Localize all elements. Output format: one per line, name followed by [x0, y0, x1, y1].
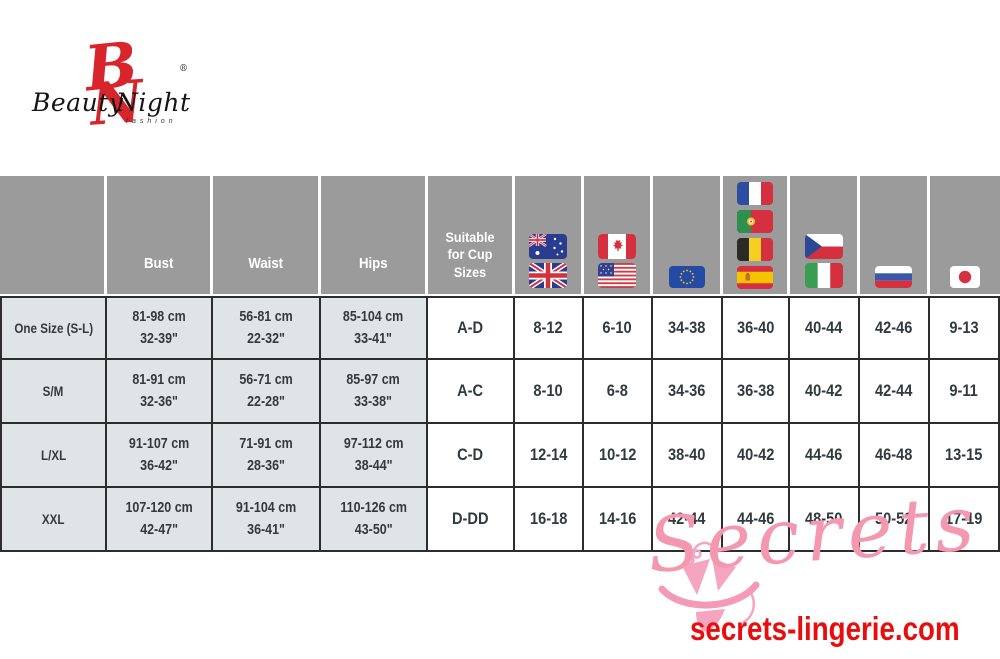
canada-flag-icon [598, 234, 636, 259]
russia-flag-icon [875, 266, 912, 288]
logo-word-beauty: Beauty [32, 88, 124, 117]
portugal-flag-icon [737, 210, 773, 233]
size-cell: S/M [0, 360, 107, 424]
eu-size-cell: 34-38 [653, 296, 723, 360]
ru-size-cell: 50-52 [860, 488, 930, 552]
ca-us-size-cell: 6-10 [584, 296, 653, 360]
header-cz-it-sizes [790, 176, 860, 296]
ru-size-cell: 46-48 [860, 424, 930, 488]
cup-size-cell: A-C [428, 360, 515, 424]
header-waist: Waist [213, 176, 321, 296]
bust-cell: 91-107 cm 36-42" [107, 424, 213, 488]
jp-size-cell: 9-11 [930, 360, 1000, 424]
ca-us-size-cell: 14-16 [584, 488, 653, 552]
header-fr-pt-be-es-sizes [723, 176, 790, 296]
waist-cell: 56-71 cm 22-28" [213, 360, 321, 424]
ca-us-size-cell: 6-8 [584, 360, 653, 424]
australia-flag-icon [529, 234, 567, 259]
cz-it-size-cell: 40-44 [790, 296, 860, 360]
hips-cell: 97-112 cm 38-44" [321, 424, 428, 488]
header-eu-sizes [653, 176, 723, 296]
header-size [0, 176, 107, 296]
fr-pt-be-es-size-cell: 44-46 [723, 488, 790, 552]
bikini-icon [652, 532, 767, 642]
beauty-night-logo: B N Beauty Night ® fashion [30, 27, 205, 142]
cup-size-cell: C-D [428, 424, 515, 488]
belgium-flag-icon [737, 238, 773, 261]
au-uk-size-cell: 16-18 [515, 488, 584, 552]
cz-it-size-cell: 40-42 [790, 360, 860, 424]
fr-pt-be-es-size-cell: 36-38 [723, 360, 790, 424]
cup-size-cell: A-D [428, 296, 515, 360]
hips-cell: 110-126 cm 43-50" [321, 488, 428, 552]
japan-flag-icon [950, 266, 980, 288]
jp-size-cell: 9-13 [930, 296, 1000, 360]
size-table: Bust Waist Hips Suitable for Cup Sizes [0, 176, 1000, 552]
ru-size-cell: 42-44 [860, 360, 930, 424]
jp-size-cell: 17-19 [930, 488, 1000, 552]
waist-cell: 71-91 cm 28-36" [213, 424, 321, 488]
size-cell: L/XL [0, 424, 107, 488]
jp-size-cell: 13-15 [930, 424, 1000, 488]
eu-flag-icon [668, 266, 705, 288]
registered-trademark-symbol: ® [179, 64, 188, 74]
site-url-text: secrets-lingerie.com [690, 610, 960, 647]
fr-pt-be-es-size-cell: 36-40 [723, 296, 790, 360]
header-jp-sizes [930, 176, 1000, 296]
eu-size-cell: 34-36 [653, 360, 723, 424]
ca-us-size-cell: 10-12 [584, 424, 653, 488]
bust-cell: 107-120 cm 42-47" [107, 488, 213, 552]
au-uk-size-cell: 8-10 [515, 360, 584, 424]
header-bust: Bust [107, 176, 213, 296]
spain-flag-icon [737, 266, 773, 289]
header-ru-sizes [860, 176, 930, 296]
italy-flag-icon [804, 263, 843, 288]
waist-cell: 56-81 cm 22-32" [213, 296, 321, 360]
ru-size-cell: 42-46 [860, 296, 930, 360]
hips-cell: 85-104 cm 33-41" [321, 296, 428, 360]
header-ca-us-sizes [584, 176, 653, 296]
header-cup-sizes: Suitable for Cup Sizes [428, 176, 515, 296]
fr-pt-be-es-size-cell: 40-42 [723, 424, 790, 488]
cz-it-size-cell: 48-50 [790, 488, 860, 552]
cup-size-cell: D-DD [428, 488, 515, 552]
logo-word-night: Night [116, 88, 191, 117]
bust-cell: 81-91 cm 32-36" [107, 360, 213, 424]
size-cell: One Size (S-L) [0, 296, 107, 360]
bust-cell: 81-98 cm 32-39" [107, 296, 213, 360]
cz-it-size-cell: 44-46 [790, 424, 860, 488]
waist-cell: 91-104 cm 36-41" [213, 488, 321, 552]
france-flag-icon [737, 182, 773, 205]
eu-size-cell: 42-44 [653, 488, 723, 552]
au-uk-size-cell: 8-12 [515, 296, 584, 360]
size-cell: XXL [0, 488, 107, 552]
au-uk-size-cell: 12-14 [515, 424, 584, 488]
header-hips: Hips [321, 176, 428, 296]
secrets-watermark: Secrets [644, 477, 983, 590]
uk-flag-icon [529, 263, 567, 288]
usa-flag-icon [598, 263, 636, 288]
header-au-uk-sizes [515, 176, 584, 296]
czech-flag-icon [804, 234, 843, 259]
logo-fashion-label: fashion [126, 118, 177, 125]
hips-cell: 85-97 cm 33-38" [321, 360, 428, 424]
eu-size-cell: 38-40 [653, 424, 723, 488]
